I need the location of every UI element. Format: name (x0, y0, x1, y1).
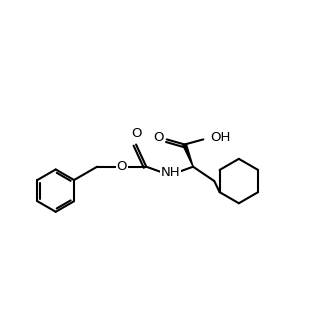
Polygon shape (183, 144, 193, 167)
Text: O: O (153, 131, 164, 144)
Text: O: O (116, 160, 127, 173)
Text: OH: OH (210, 131, 231, 144)
Text: NH: NH (160, 166, 180, 179)
Text: O: O (131, 127, 141, 140)
